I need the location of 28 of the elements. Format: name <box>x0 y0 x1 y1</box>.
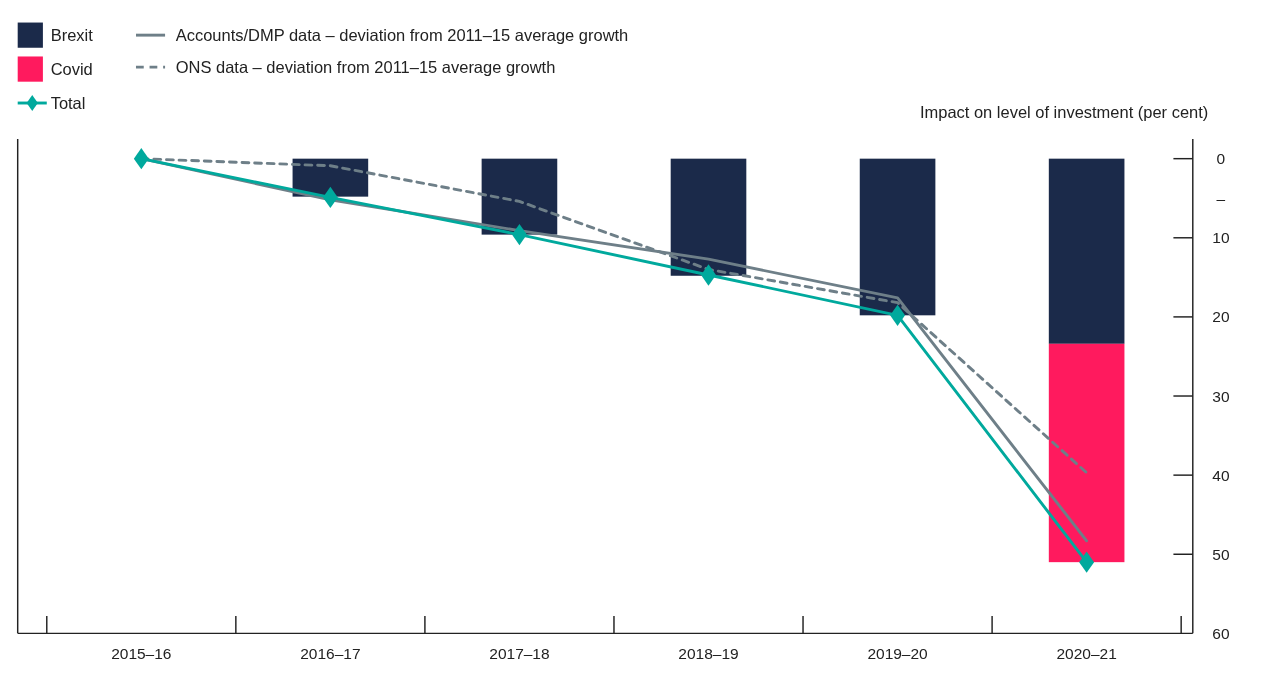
legend-label: Total <box>50 94 86 113</box>
point <box>133 148 149 170</box>
y-tick-label: 60 <box>1212 624 1230 642</box>
x-tick-label: 2019–20 <box>867 644 929 662</box>
bar <box>1048 158 1125 344</box>
x-tick-label: 2020–21 <box>1056 644 1117 662</box>
point <box>1079 551 1095 573</box>
y-tick-label: 50 <box>1212 545 1230 563</box>
y-tick-label: 20 <box>1212 308 1230 326</box>
x-tick-label: 2018–19 <box>678 644 739 662</box>
legend-label: ONS data – deviation from 2011–15 average growth <box>175 58 556 77</box>
y-tick-label: 0 <box>1216 150 1226 168</box>
x-tick-label: 2016–17 <box>300 644 361 662</box>
legend-label: Accounts/DMP data – deviation from 2011–15 average growth <box>175 26 629 45</box>
y-tick-label: 40 <box>1212 466 1230 484</box>
x-tick-label: 2017–18 <box>489 644 550 662</box>
bar <box>859 158 936 316</box>
x-tick-label: 2015–16 <box>111 644 172 662</box>
legend-label: Brexit <box>50 26 94 45</box>
point <box>890 304 906 326</box>
y-axis-title: Impact on level of investment (per cent) <box>919 102 1209 121</box>
y-tick-label: 10 <box>1212 229 1230 247</box>
legend-label: Covid <box>50 60 93 79</box>
bar <box>1048 343 1125 563</box>
bar <box>670 158 747 276</box>
y-tick-label: – <box>1216 189 1226 207</box>
bar <box>481 158 558 235</box>
y-tick-label: 30 <box>1212 387 1230 405</box>
